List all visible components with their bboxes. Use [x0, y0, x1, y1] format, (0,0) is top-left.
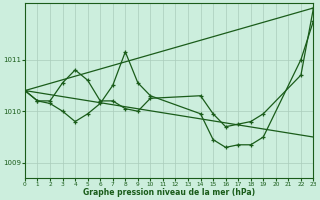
- X-axis label: Graphe pression niveau de la mer (hPa): Graphe pression niveau de la mer (hPa): [83, 188, 255, 197]
